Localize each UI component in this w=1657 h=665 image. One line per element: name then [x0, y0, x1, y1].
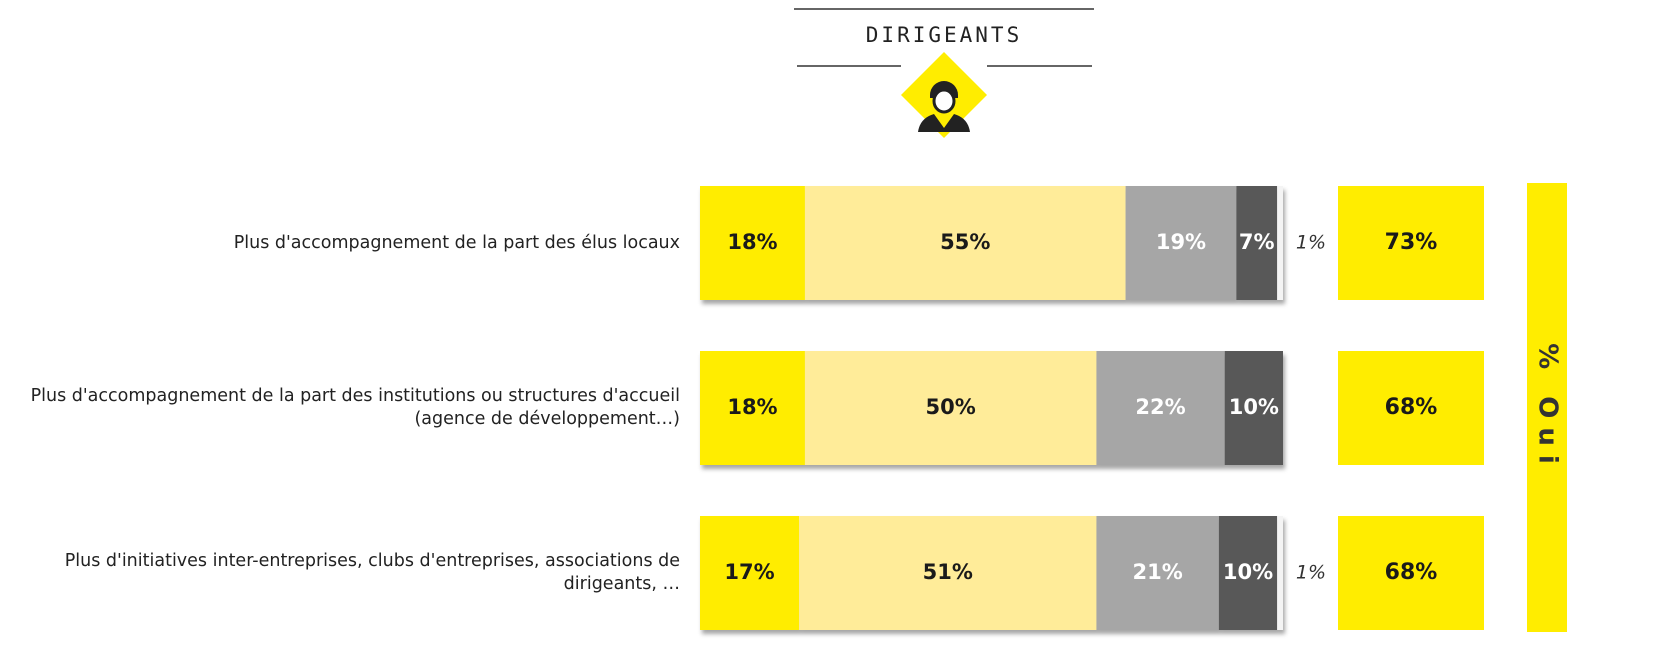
value-label: 1% [1296, 232, 1326, 254]
bar-segment [1224, 351, 1283, 465]
category-label: Plus d'accompagnement de la part des ins… [30, 386, 680, 429]
bar-segment [1096, 351, 1225, 465]
bar-segment [700, 516, 800, 630]
value-label: 21% [1133, 560, 1183, 584]
bar-segment [1277, 186, 1283, 300]
bar-segment [1125, 186, 1237, 300]
bar-segment [1236, 186, 1278, 300]
totals-band [1527, 183, 1567, 632]
bar-segment [804, 351, 1097, 465]
value-label: 22% [1135, 395, 1185, 419]
bar-segment [1277, 516, 1283, 630]
total-box [1338, 516, 1484, 630]
bar-segment [700, 351, 805, 465]
bar-group [700, 351, 1283, 465]
bar-segment [700, 186, 805, 300]
total-box [1338, 186, 1484, 300]
value-label: 19% [1156, 230, 1206, 254]
value-label: 18% [727, 230, 777, 254]
bar-segment [799, 516, 1097, 630]
value-label: 10% [1229, 395, 1279, 419]
value-label: 51% [923, 560, 973, 584]
total-label: 73% [1385, 230, 1438, 255]
category-label: Plus d'accompagnement de la part des élu… [233, 232, 680, 253]
chart-title: DIRIGEANTS [866, 23, 1022, 47]
value-label: 1% [1296, 562, 1326, 584]
bar-segment [1096, 516, 1219, 630]
bar-segment [804, 186, 1126, 300]
value-label: 50% [926, 395, 976, 419]
value-label: 55% [940, 230, 990, 254]
value-label: 18% [727, 395, 777, 419]
total-label: 68% [1385, 395, 1438, 420]
value-label: 10% [1223, 560, 1273, 584]
bar-group [700, 516, 1283, 630]
totals-label: % Oui [1533, 343, 1563, 473]
category-label: Plus d'initiatives inter-entreprises, cl… [64, 551, 680, 594]
total-box [1338, 351, 1484, 465]
icon [901, 52, 987, 138]
bar-segment [1218, 516, 1278, 630]
total-label: 68% [1385, 560, 1438, 585]
bar-group [700, 186, 1283, 300]
value-label: 17% [724, 560, 774, 584]
value-label: 7% [1239, 230, 1275, 254]
